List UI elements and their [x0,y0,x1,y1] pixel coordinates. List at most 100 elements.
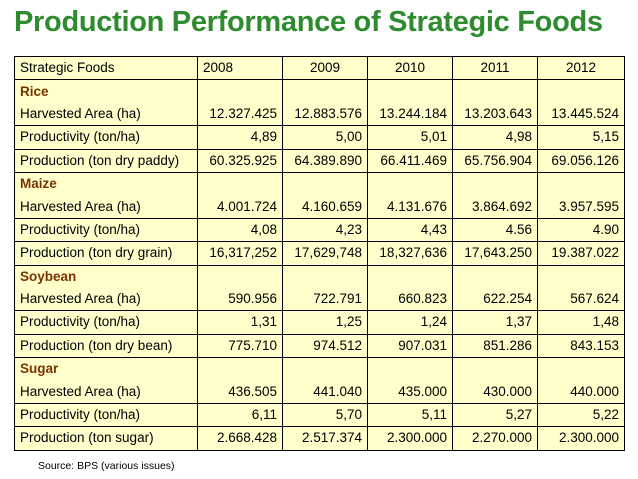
column-header-2012: 2012 [537,55,625,81]
value-cell: 660.823 [367,287,453,312]
value-cell: 1,31 [197,310,283,335]
value-cell: 17,629,748 [282,241,368,266]
value-cell: 3.864.692 [452,195,538,219]
empty-cell [197,264,283,288]
table-row: Production (ton dry grain) 16,317,252 17,6… [14,241,625,266]
group-label: Sugar [14,357,198,381]
value-cell: 843.153 [537,333,625,359]
value-cell: 13.445.524 [537,102,625,127]
value-cell: 17,643.250 [452,241,538,266]
table-row: Harvested Area (ha) 4.001.724 4.160.659 4.1… [14,195,625,219]
value-cell: 4.160.659 [282,195,368,219]
value-cell: 2.300.000 [367,426,453,451]
column-header-2010: 2010 [367,55,453,81]
row-label: Production (ton dry grain) [14,241,198,266]
value-cell: 12.327.425 [197,102,283,127]
value-cell: 435.000 [367,380,453,404]
source-note: Source: BPS (various issues) [38,460,175,472]
value-cell: 2.300.000 [537,426,625,451]
value-cell: 19.387.022 [537,241,625,266]
value-cell: 622.254 [452,287,538,312]
value-cell: 69.056.126 [537,148,625,173]
group-row: Soybean [14,264,625,288]
value-cell: 430.000 [452,380,538,404]
value-cell: 4.90 [537,217,625,243]
table-header-row: Strategic Foods 2008 2009 2010 2011 2012 [14,55,625,81]
row-label: Harvested Area (ha) [14,102,198,127]
value-cell: 2.668.428 [197,426,283,451]
row-label: Productivity (ton/ha) [14,402,198,428]
value-cell: 590.956 [197,287,283,312]
value-cell: 4,08 [197,217,283,243]
empty-cell [282,264,368,288]
value-cell: 60.325.925 [197,148,283,173]
value-cell: 775.710 [197,333,283,359]
value-cell: 4.131.676 [367,195,453,219]
table-row: Harvested Area (ha) 12.327.425 12.883.576 1… [14,102,625,127]
group-label: Soybean [14,264,198,288]
group-row: Sugar [14,357,625,381]
value-cell: 2.517.374 [282,426,368,451]
empty-cell [197,357,283,381]
group-label: Rice [14,79,198,103]
value-cell: 4,23 [282,217,368,243]
value-cell: 1,48 [537,310,625,335]
value-cell: 567.624 [537,287,625,312]
value-cell: 440.000 [537,380,625,404]
value-cell: 907.031 [367,333,453,359]
empty-cell [282,357,368,381]
column-header-2009: 2009 [282,55,368,81]
table-row: Production (ton dry paddy) 60.325.925 64.3… [14,148,625,173]
table-row: Productivity (ton/ha) 1,31 1,25 1,24 1,37 1,4… [14,310,625,335]
value-cell: 13.244.184 [367,102,453,127]
value-cell: 436.505 [197,380,283,404]
value-cell: 6,11 [197,402,283,428]
empty-cell [537,79,625,103]
table-row: Productivity (ton/ha) 4,08 4,23 4,43 4.56 4.9… [14,217,625,243]
page-title: Production Performance of Strategic Food… [14,6,603,38]
group-label: Maize [14,171,198,196]
row-label: Productivity (ton/ha) [14,310,198,335]
empty-cell [282,79,368,103]
value-cell: 5,27 [452,402,538,428]
row-label: Productivity (ton/ha) [14,125,198,150]
empty-cell [452,357,538,381]
group-row: Maize [14,171,625,196]
value-cell: 12.883.576 [282,102,368,127]
empty-cell [452,264,538,288]
empty-cell [367,357,453,381]
empty-cell [452,171,538,196]
value-cell: 3.957.595 [537,195,625,219]
value-cell: 4,98 [452,125,538,150]
value-cell: 5,22 [537,402,625,428]
value-cell: 4,43 [367,217,453,243]
value-cell: 851.286 [452,333,538,359]
value-cell: 1,25 [282,310,368,335]
value-cell: 722.791 [282,287,368,312]
table-row: Productivity (ton/ha) 4,89 5,00 5,01 4,98 5,1… [14,125,625,150]
value-cell: 2.270.000 [452,426,538,451]
empty-cell [367,264,453,288]
group-row: Rice [14,79,625,103]
table-row: Harvested Area (ha) 590.956 722.791 660.823… [14,287,625,312]
column-header-strategic-foods: Strategic Foods [14,55,198,81]
empty-cell [452,79,538,103]
table-row: Harvested Area (ha) 436.505 441.040 435.000… [14,380,625,404]
empty-cell [197,79,283,103]
value-cell: 1,37 [452,310,538,335]
value-cell: 1,24 [367,310,453,335]
value-cell: 16,317,252 [197,241,283,266]
empty-cell [537,357,625,381]
row-label: Harvested Area (ha) [14,287,198,312]
value-cell: 66.411.469 [367,148,453,173]
value-cell: 5,00 [282,125,368,150]
value-cell: 5,70 [282,402,368,428]
table-row: Productivity (ton/ha) 6,11 5,70 5,11 5,27 5,2… [14,402,625,428]
empty-cell [197,171,283,196]
value-cell: 65.756.904 [452,148,538,173]
value-cell: 13.203.643 [452,102,538,127]
value-cell: 4.56 [452,217,538,243]
empty-cell [367,79,453,103]
empty-cell [537,264,625,288]
value-cell: 4.001.724 [197,195,283,219]
